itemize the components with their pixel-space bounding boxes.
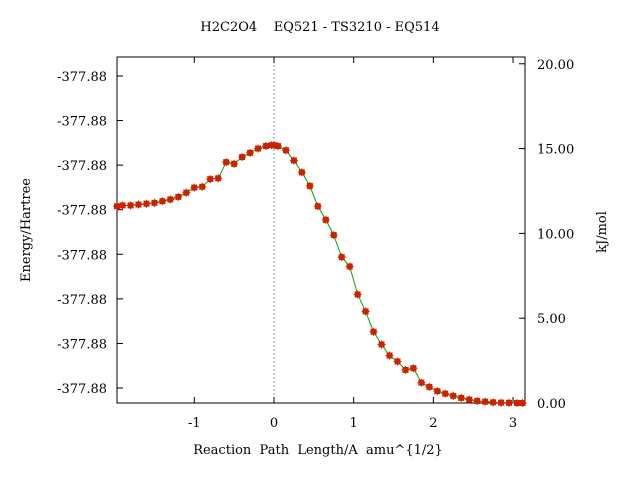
y-right-tick-label: 5.00 [537, 312, 566, 327]
y-left-tick-label: -377.88 [57, 204, 107, 219]
x-tick-label: 2 [429, 416, 437, 431]
y-left-tick-label: -377.88 [57, 382, 107, 397]
x-tick-label: 0 [270, 416, 278, 431]
y-left-tick-label: -377.88 [57, 337, 107, 352]
y-left-tick-label: -377.88 [57, 70, 107, 85]
y-axis-left-label: Energy/Hartree [19, 178, 34, 282]
y-left-tick-label: -377.88 [57, 293, 107, 308]
x-axis-ticks: -1 0 1 2 3 [188, 57, 517, 431]
x-tick-label: -1 [188, 416, 201, 431]
y-axis-left-ticks: -377.88 -377.88 -377.88 -377.88 -377.88 -377.… [57, 70, 123, 397]
x-tick-label: 1 [350, 416, 358, 431]
y-right-tick-label: 20.00 [537, 58, 574, 73]
x-tick-label: 3 [509, 416, 517, 431]
chart-title: H2C2O4 EQ521 - TS3210 - EQ514 [200, 20, 439, 35]
plot-frame [116, 56, 526, 404]
y-axis-right-label: kJ/mol [595, 211, 610, 253]
series-layer [113, 141, 527, 407]
x-axis-label: Reaction Path Length/A amu^{1/2} [193, 443, 443, 458]
y-left-tick-label: -377.88 [57, 115, 107, 130]
y-right-tick-label: 15.00 [537, 143, 574, 158]
y-left-tick-label: -377.88 [57, 159, 107, 174]
series-line [116, 144, 523, 404]
y-axis-right-ticks: 0.00 5.00 10.00 15.00 20.00 [519, 58, 574, 412]
y-right-tick-label: 0.00 [537, 397, 566, 412]
y-left-tick-label: -377.88 [57, 248, 107, 263]
y-right-tick-label: 10.00 [537, 227, 574, 242]
